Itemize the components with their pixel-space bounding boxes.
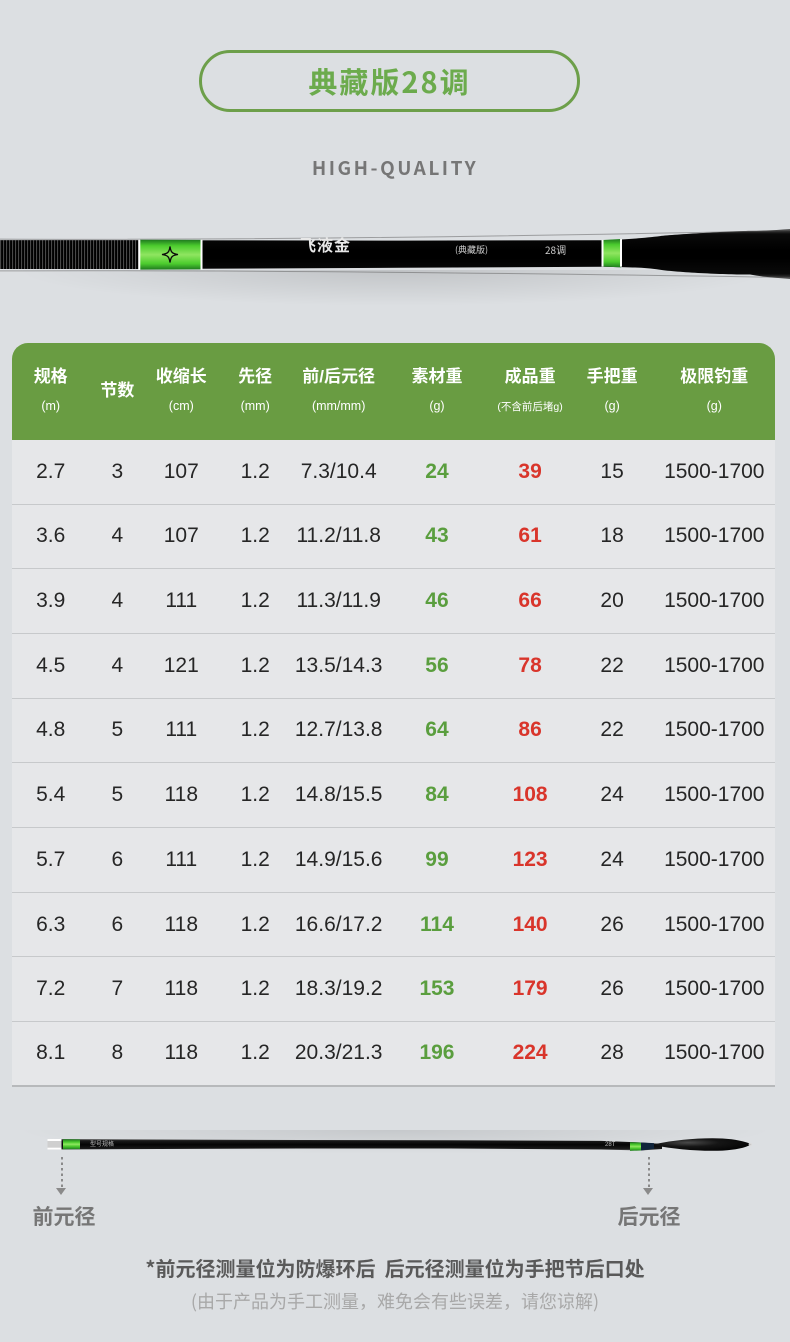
svg-text:型号规格: 型号规格 <box>90 1139 114 1148</box>
svg-text:(典藏版): (典藏版) <box>455 243 488 256</box>
svg-text:飞液金: 飞液金 <box>300 232 351 256</box>
svg-text:28T: 28T <box>605 1142 616 1148</box>
svg-text:28调: 28调 <box>545 242 566 257</box>
